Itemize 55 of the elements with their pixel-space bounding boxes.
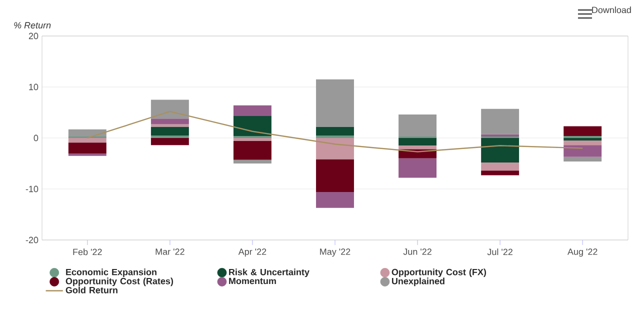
bar	[68, 142, 106, 154]
bar	[316, 79, 354, 127]
x-tick-label: Jul '22	[487, 248, 512, 256]
bar	[233, 138, 272, 142]
bar	[398, 158, 437, 178]
bar	[68, 129, 106, 136]
x-tick-label: Apr '22	[238, 248, 266, 257]
bar	[481, 170, 520, 176]
legend-label: Gold Return	[66, 286, 118, 294]
legend-label: Momentum	[229, 278, 276, 284]
x-tick-label: Aug '22	[567, 248, 598, 257]
bar	[398, 138, 437, 146]
legend-label: Risk & Uncertainty	[229, 268, 310, 278]
bar	[150, 124, 189, 127]
bar	[481, 162, 520, 171]
bar	[316, 159, 354, 192]
text: Download	[592, 6, 631, 14]
bar	[233, 160, 272, 164]
bar	[316, 192, 354, 208]
y-tick-label: 10	[29, 84, 38, 90]
legend-label: Unexplained	[392, 278, 444, 286]
line-series	[86, 110, 584, 152]
bar	[564, 140, 602, 146]
bar	[398, 114, 437, 136]
y-axis-title: % Return	[14, 22, 51, 28]
x-tick-label: Feb '22	[73, 248, 102, 256]
y-tick-label: -10	[26, 186, 38, 192]
bar	[233, 116, 272, 136]
legend-label: Opportunity Cost (Rates)	[66, 278, 174, 286]
legend-label: Opportunity Cost (FX)	[392, 268, 486, 278]
y-tick-label: 20	[28, 32, 38, 40]
x-tick-label: May '22	[320, 248, 350, 257]
bar	[233, 141, 272, 160]
bar	[398, 146, 437, 150]
y-tick-label: 0	[34, 134, 38, 142]
bar	[150, 118, 189, 124]
bar	[233, 105, 272, 116]
bar	[481, 108, 520, 134]
bar	[150, 135, 189, 138]
bar	[481, 138, 520, 162]
bar	[564, 145, 602, 157]
x-tick-label: Jun '22	[403, 248, 432, 255]
legend-label: Economic Expansion	[66, 268, 156, 278]
bar	[150, 126, 189, 136]
bar	[564, 156, 602, 162]
bar	[150, 138, 189, 146]
bar	[564, 138, 602, 141]
bar	[150, 100, 189, 119]
y-tick-label: -20	[26, 236, 38, 244]
bar	[316, 126, 354, 136]
bar	[564, 126, 602, 136]
bar	[68, 138, 106, 143]
x-tick-label: Mar '22	[156, 248, 184, 255]
bar	[316, 138, 354, 160]
bar	[316, 135, 354, 138]
